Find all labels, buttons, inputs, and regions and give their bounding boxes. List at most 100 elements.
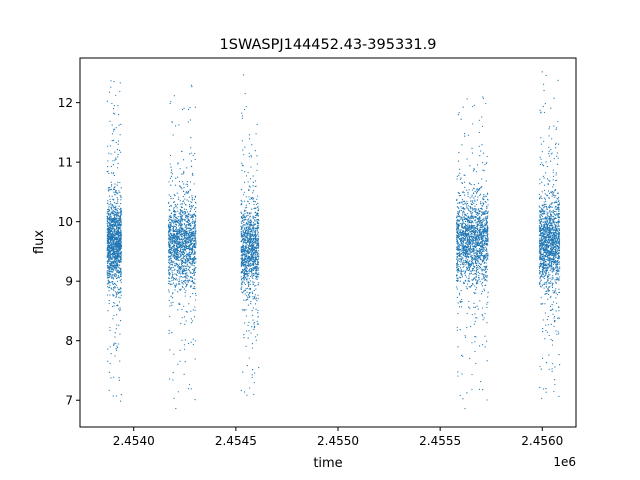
data-point bbox=[186, 269, 188, 271]
data-point bbox=[458, 265, 460, 268]
data-point bbox=[459, 260, 461, 262]
data-point bbox=[119, 134, 121, 136]
chart-title: 1SWASPJ144452.43-395331.9 bbox=[220, 37, 437, 53]
data-point bbox=[118, 226, 121, 229]
data-point bbox=[111, 247, 114, 249]
data-point bbox=[240, 279, 243, 281]
data-point bbox=[112, 236, 114, 238]
data-point bbox=[177, 210, 179, 212]
data-point bbox=[110, 181, 112, 183]
data-point bbox=[184, 219, 186, 222]
data-point bbox=[254, 262, 257, 264]
data-point bbox=[240, 389, 242, 392]
data-point bbox=[243, 299, 245, 301]
data-point bbox=[474, 341, 476, 343]
data-point bbox=[477, 212, 479, 214]
data-point bbox=[114, 336, 116, 338]
data-point bbox=[252, 281, 254, 283]
data-point bbox=[174, 265, 176, 267]
data-point bbox=[112, 231, 114, 234]
data-point bbox=[193, 220, 195, 222]
data-point bbox=[246, 222, 248, 224]
data-point bbox=[111, 271, 113, 273]
data-point bbox=[467, 193, 469, 195]
data-point bbox=[457, 280, 459, 282]
data-point bbox=[108, 252, 110, 254]
data-point bbox=[118, 289, 120, 291]
data-point bbox=[474, 200, 476, 202]
data-point bbox=[256, 228, 259, 230]
data-point bbox=[114, 302, 116, 304]
data-point bbox=[170, 166, 172, 168]
data-point bbox=[476, 305, 478, 307]
data-point bbox=[109, 219, 111, 221]
data-point bbox=[118, 237, 120, 239]
data-point bbox=[482, 161, 484, 164]
data-point bbox=[483, 268, 485, 270]
data-point bbox=[240, 189, 243, 191]
data-point bbox=[112, 283, 114, 285]
data-point bbox=[117, 248, 119, 250]
data-point bbox=[179, 276, 181, 278]
data-point bbox=[177, 221, 179, 223]
data-point bbox=[116, 231, 118, 233]
data-point bbox=[242, 215, 244, 217]
data-point bbox=[192, 343, 195, 346]
data-point bbox=[177, 198, 180, 200]
data-point bbox=[458, 219, 461, 221]
data-point bbox=[191, 238, 193, 240]
data-point bbox=[106, 228, 108, 231]
data-point bbox=[110, 165, 112, 168]
data-point bbox=[112, 265, 114, 267]
data-point bbox=[257, 297, 259, 300]
data-point bbox=[240, 231, 242, 233]
data-point bbox=[108, 389, 110, 391]
data-point bbox=[194, 258, 196, 260]
data-point bbox=[458, 195, 461, 197]
data-point bbox=[110, 233, 113, 236]
data-point bbox=[247, 214, 249, 216]
data-point bbox=[120, 275, 123, 277]
data-point bbox=[459, 172, 461, 174]
data-point bbox=[189, 241, 191, 243]
data-point bbox=[109, 247, 111, 249]
data-point bbox=[111, 219, 114, 222]
data-point bbox=[462, 355, 464, 357]
data-point bbox=[110, 80, 112, 82]
data-point bbox=[107, 279, 109, 281]
data-point bbox=[192, 253, 194, 256]
data-point bbox=[188, 256, 190, 258]
data-point bbox=[108, 258, 110, 260]
data-point bbox=[256, 230, 259, 232]
data-point bbox=[470, 239, 472, 241]
data-point bbox=[118, 227, 120, 230]
data-point bbox=[184, 258, 187, 261]
data-point bbox=[249, 227, 251, 229]
data-point bbox=[120, 212, 122, 215]
data-point bbox=[168, 273, 170, 275]
data-point bbox=[245, 250, 248, 252]
data-point bbox=[117, 275, 119, 277]
data-point bbox=[485, 235, 487, 237]
data-point bbox=[116, 291, 119, 293]
data-point bbox=[114, 286, 116, 288]
data-point bbox=[256, 256, 258, 258]
data-point bbox=[188, 224, 190, 227]
data-point bbox=[175, 262, 177, 264]
data-point bbox=[117, 198, 119, 200]
data-point bbox=[467, 191, 469, 193]
data-point bbox=[111, 276, 114, 278]
data-point bbox=[468, 224, 470, 226]
data-point bbox=[114, 208, 116, 211]
data-point bbox=[193, 286, 196, 288]
data-point bbox=[111, 102, 113, 105]
data-point bbox=[176, 220, 178, 223]
data-point bbox=[108, 277, 110, 279]
data-point bbox=[173, 238, 176, 240]
data-point bbox=[249, 245, 252, 248]
data-point bbox=[109, 274, 112, 276]
data-point bbox=[242, 252, 244, 254]
data-point bbox=[190, 147, 192, 149]
data-point bbox=[191, 86, 193, 88]
data-point bbox=[117, 245, 120, 248]
